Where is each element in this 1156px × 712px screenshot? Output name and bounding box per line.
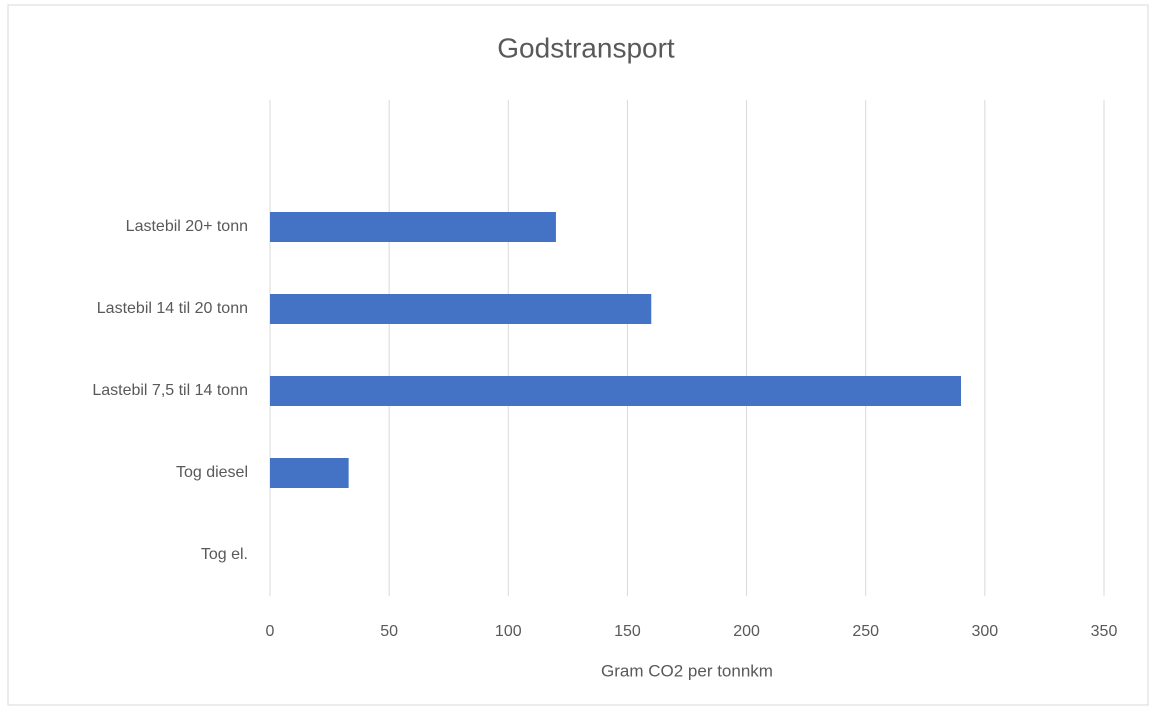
y-tick-label: Tog diesel xyxy=(176,464,248,481)
y-tick-label: Lastebil 14 til 20 tonn xyxy=(97,300,248,317)
x-tick-label: 0 xyxy=(266,623,275,640)
y-tick-label: Lastebil 20+ tonn xyxy=(126,218,248,235)
y-tick-label: Lastebil 7,5 til 14 tonn xyxy=(92,382,248,399)
y-tick-label: Tog el. xyxy=(201,546,248,563)
x-tick-label: 350 xyxy=(1091,623,1118,640)
bar xyxy=(270,294,652,324)
bar xyxy=(270,376,962,406)
chart-title: Godstransport xyxy=(497,32,675,63)
x-tick-label: 300 xyxy=(972,623,999,640)
x-tick-label: 50 xyxy=(380,623,398,640)
bar xyxy=(270,458,349,488)
x-tick-label: 200 xyxy=(733,623,760,640)
x-tick-label: 250 xyxy=(852,623,879,640)
x-tick-label: 150 xyxy=(614,623,641,640)
x-axis-label: Gram CO2 per tonnkm xyxy=(601,661,773,680)
chart-border xyxy=(7,4,1149,706)
bar xyxy=(270,212,556,242)
x-tick-label: 100 xyxy=(495,623,522,640)
